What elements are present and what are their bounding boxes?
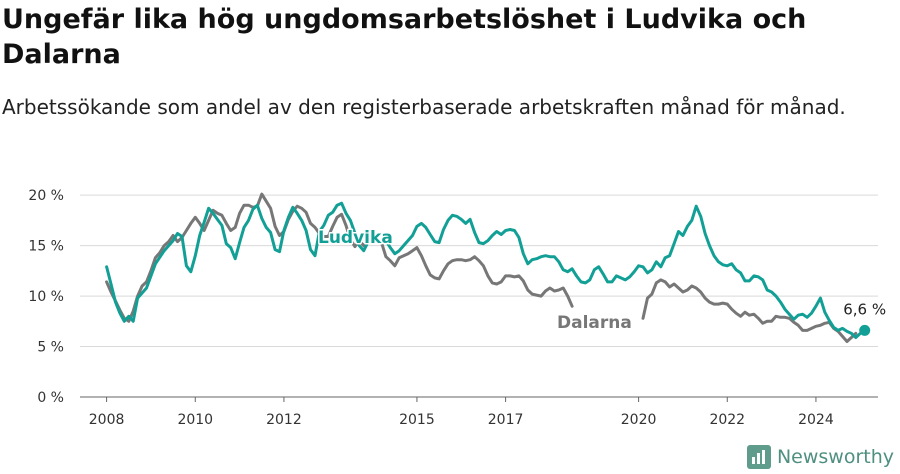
x-tick-label: 2010	[177, 412, 213, 428]
bar-chart-logo-icon	[746, 445, 771, 469]
brand-name: Newsworthy	[776, 446, 894, 468]
y-tick-label: 20 %	[28, 188, 64, 204]
dalarna-line	[105, 192, 858, 343]
dalarna-series-label: Dalarna	[557, 313, 632, 333]
x-tick-label: 2022	[709, 412, 745, 428]
chart-title: Ungefär lika hög ungdomsarbetslöshet i L…	[2, 4, 807, 70]
y-tick-label: 5 %	[37, 340, 64, 356]
y-tick-label: 15 %	[28, 239, 64, 255]
x-tick-label: 2024	[798, 412, 834, 428]
ludvika-series-label: Ludvika	[318, 228, 393, 248]
x-tick-label: 2020	[621, 412, 657, 428]
y-tick-label: 10 %	[28, 289, 64, 305]
series-labels: Ludvika Dalarna 6,6 %	[317, 227, 888, 336]
ludvika-end-point	[859, 324, 871, 336]
end-value-label: 6,6 %	[843, 300, 886, 318]
chart-subtitle: Arbetssökande som andel av den registerb…	[2, 95, 846, 119]
series-lines	[105, 192, 867, 343]
y-tick-label: 0 %	[37, 390, 64, 406]
x-axis: 0 % 5 % 10 % 15 % 20 % 2008 2010 2012 2015 2017 20…	[28, 188, 833, 428]
x-tick-label: 2017	[488, 412, 524, 428]
x-tick-label: 2015	[399, 412, 435, 428]
ludvika-line	[105, 201, 867, 339]
x-tick-label: 2008	[89, 412, 125, 428]
x-tick-label: 2012	[266, 412, 302, 428]
grid-lines	[80, 194, 878, 398]
newsworthy-brand[interactable]: Newsworthy	[746, 445, 894, 469]
